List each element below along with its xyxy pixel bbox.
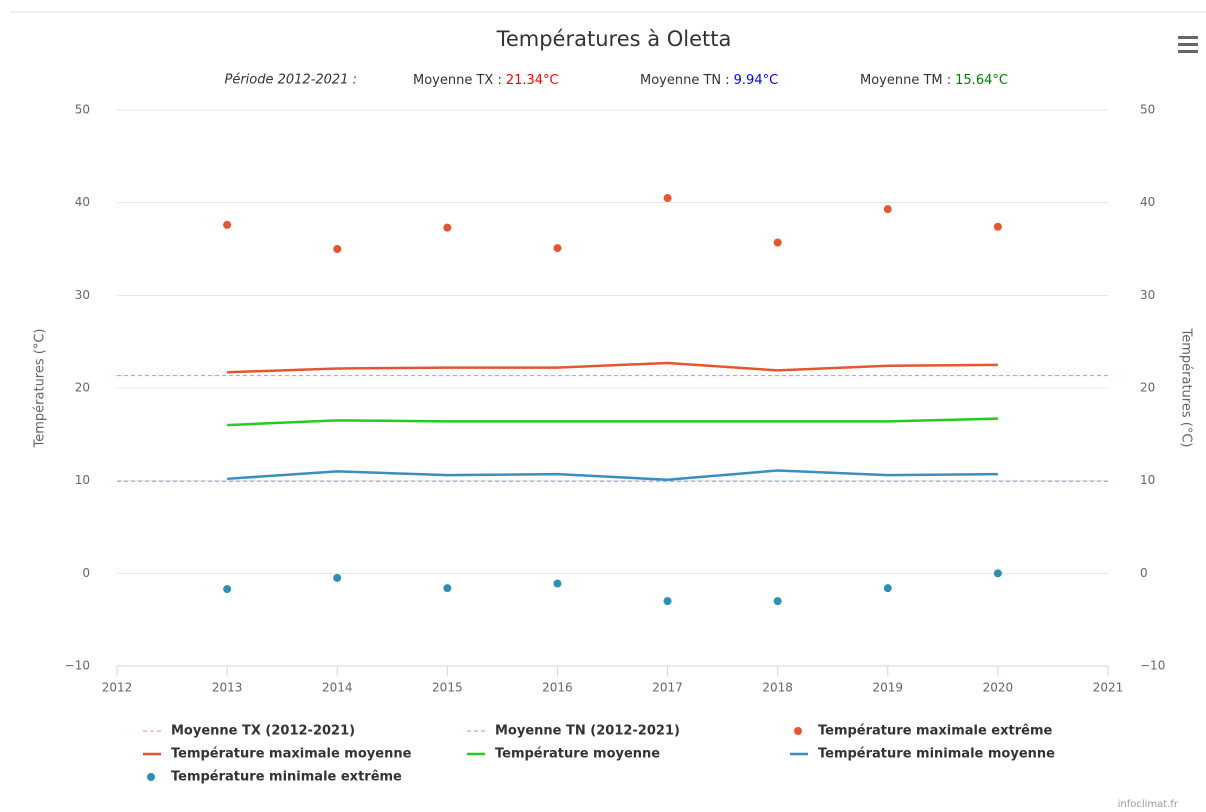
scatter-point bbox=[553, 579, 562, 588]
subtitle-value: 15.64°C bbox=[955, 73, 1008, 88]
x-tick-label: 2018 bbox=[762, 681, 793, 695]
y-tick-label: 10 bbox=[75, 473, 90, 487]
legend-label: Température minimale moyenne bbox=[818, 747, 1055, 762]
legend-label: Température minimale extrême bbox=[171, 770, 402, 785]
scatter-point bbox=[773, 597, 782, 606]
scatter-point bbox=[443, 223, 452, 232]
series-line bbox=[227, 361, 998, 374]
scatter-point bbox=[883, 584, 892, 593]
scatter-point bbox=[773, 238, 782, 247]
y-axis-label: Températures (°C) bbox=[33, 329, 48, 449]
x-tick-label: 2017 bbox=[652, 681, 683, 695]
y2-axis-label: Températures (°C) bbox=[1179, 328, 1194, 448]
menu-bar[interactable] bbox=[1178, 50, 1198, 53]
menu-icon[interactable] bbox=[1178, 36, 1198, 53]
menu-bar[interactable] bbox=[1178, 36, 1198, 39]
x-tick-label: 2012 bbox=[102, 681, 133, 695]
y-tick-label: −10 bbox=[65, 659, 90, 673]
legend-item[interactable]: Température minimale moyenne bbox=[790, 747, 1055, 762]
legend-symbol bbox=[147, 773, 155, 781]
scatter-point bbox=[883, 205, 892, 214]
legend-item[interactable]: Température maximale moyenne bbox=[143, 747, 412, 762]
y2-tick-label: 30 bbox=[1140, 288, 1155, 302]
subtitle-item: Moyenne TM : 15.64°C bbox=[860, 73, 1008, 88]
y2-tick-label: 10 bbox=[1140, 473, 1155, 487]
subtitle-value: 21.34°C bbox=[506, 73, 559, 88]
scatter-point bbox=[443, 584, 452, 593]
legend-item[interactable]: Moyenne TN (2012-2021) bbox=[467, 724, 680, 739]
scatter-point bbox=[993, 222, 1002, 231]
y-tick-label: 0 bbox=[82, 566, 90, 580]
y2-tick-label: 20 bbox=[1140, 381, 1155, 395]
series-line bbox=[227, 469, 998, 481]
scatter-point bbox=[553, 244, 562, 253]
y-tick-label: 20 bbox=[75, 381, 90, 395]
y2-tick-label: −10 bbox=[1140, 659, 1165, 673]
y2-tick-label: 0 bbox=[1140, 566, 1148, 580]
x-tick-label: 2015 bbox=[432, 681, 463, 695]
x-tick-label: 2019 bbox=[873, 681, 904, 695]
y2-tick-label: 50 bbox=[1140, 103, 1155, 117]
legend-item[interactable]: Température moyenne bbox=[467, 747, 660, 762]
subtitle-item: Moyenne TN : 9.94°C bbox=[640, 73, 778, 88]
legend-label: Moyenne TX (2012-2021) bbox=[171, 724, 355, 739]
subtitle-label: Moyenne TN : bbox=[640, 73, 730, 88]
legend-item[interactable]: Température minimale extrême bbox=[147, 770, 402, 785]
legend-symbol bbox=[794, 727, 802, 735]
scatter-point bbox=[333, 245, 342, 253]
scatter-point bbox=[993, 569, 1002, 578]
subtitle-period: Période 2012-2021 : bbox=[224, 73, 357, 88]
legend-label: Moyenne TN (2012-2021) bbox=[495, 724, 680, 739]
x-tick-label: 2016 bbox=[542, 681, 573, 695]
subtitle-item: Moyenne TX : 21.34°C bbox=[413, 73, 559, 88]
y-tick-label: 30 bbox=[75, 288, 90, 302]
scatter-point bbox=[333, 573, 342, 582]
legend-label: Température maximale moyenne bbox=[171, 747, 412, 762]
x-tick-label: 2013 bbox=[212, 681, 243, 695]
subtitle-label: Moyenne TM : bbox=[860, 73, 951, 88]
legend-item[interactable]: Moyenne TX (2012-2021) bbox=[143, 724, 355, 739]
menu-bar[interactable] bbox=[1178, 43, 1198, 46]
x-tick-label: 2020 bbox=[983, 681, 1014, 695]
legend-label: Température moyenne bbox=[495, 747, 660, 762]
series-line bbox=[227, 417, 998, 427]
y-tick-label: 50 bbox=[75, 103, 90, 117]
scatter-point bbox=[223, 220, 232, 229]
y2-tick-label: 40 bbox=[1140, 195, 1155, 209]
chart-title: Températures à Oletta bbox=[496, 27, 732, 51]
credit: infoclimat.fr bbox=[1118, 799, 1179, 810]
legend-item[interactable]: Température maximale extrême bbox=[794, 724, 1053, 739]
legend-label: Température maximale extrême bbox=[818, 724, 1053, 739]
scatter-point bbox=[663, 194, 672, 203]
y-tick-label: 40 bbox=[75, 195, 90, 209]
x-tick-label: 2021 bbox=[1093, 681, 1124, 695]
x-tick-label: 2014 bbox=[322, 681, 353, 695]
scatter-point bbox=[663, 597, 672, 606]
subtitle-value: 9.94°C bbox=[734, 73, 779, 88]
scatter-point bbox=[223, 585, 232, 594]
subtitle-label: Moyenne TX : bbox=[413, 73, 502, 88]
